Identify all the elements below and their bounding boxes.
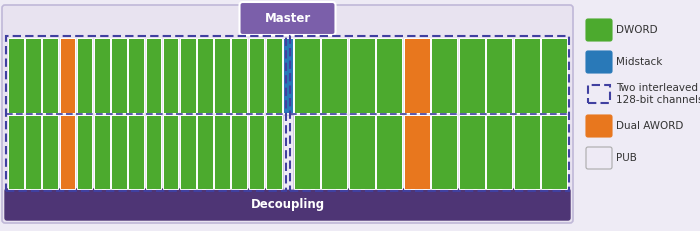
Bar (293, 38, 319, 112)
Bar (180, 115, 195, 189)
Bar (162, 115, 178, 189)
Bar (458, 115, 484, 189)
Bar (349, 38, 375, 112)
Bar (248, 115, 265, 189)
FancyBboxPatch shape (586, 147, 612, 169)
Bar (321, 38, 347, 112)
Bar (146, 115, 161, 189)
Bar (111, 38, 127, 112)
Text: Midstack: Midstack (616, 57, 662, 67)
Bar (232, 115, 247, 189)
Bar (588, 85, 610, 103)
FancyBboxPatch shape (586, 115, 612, 137)
Text: Master: Master (265, 12, 311, 25)
Bar (293, 115, 319, 189)
Bar (431, 38, 457, 112)
Bar (8, 38, 24, 112)
Bar (214, 38, 230, 112)
Bar (486, 115, 512, 189)
Bar (266, 38, 281, 112)
Bar (128, 38, 144, 112)
Bar (376, 115, 402, 189)
Bar (458, 38, 484, 112)
FancyBboxPatch shape (586, 19, 612, 41)
Bar (197, 115, 213, 189)
Bar (486, 38, 512, 112)
Bar (77, 38, 92, 112)
Bar (431, 115, 457, 189)
Bar (25, 115, 41, 189)
Bar (403, 115, 430, 189)
Bar (94, 38, 110, 112)
Bar (6, 36, 286, 191)
Bar (321, 115, 347, 189)
Bar (111, 115, 127, 189)
FancyBboxPatch shape (586, 51, 612, 73)
Bar (376, 38, 402, 112)
Bar (180, 38, 195, 112)
Bar (541, 38, 567, 112)
Bar (43, 115, 58, 189)
Bar (248, 38, 265, 112)
Bar (541, 115, 567, 189)
Text: Decoupling: Decoupling (251, 198, 325, 211)
FancyBboxPatch shape (5, 189, 570, 220)
Bar (162, 38, 178, 112)
Bar (349, 115, 375, 189)
Bar (128, 115, 144, 189)
Bar (77, 115, 92, 189)
Bar (232, 38, 247, 112)
Bar (197, 38, 213, 112)
Bar (25, 38, 41, 112)
Text: PUB: PUB (616, 153, 637, 163)
Bar (283, 115, 293, 189)
Bar (146, 38, 161, 112)
Text: Dual AWORD: Dual AWORD (616, 121, 683, 131)
Bar (8, 115, 24, 189)
Bar (266, 115, 281, 189)
FancyBboxPatch shape (2, 5, 573, 223)
FancyBboxPatch shape (239, 2, 335, 35)
Bar (60, 38, 76, 112)
Bar (514, 115, 540, 189)
Bar (60, 115, 76, 189)
Bar (403, 38, 430, 112)
Bar (290, 36, 569, 191)
Text: DWORD: DWORD (616, 25, 657, 35)
Bar (214, 115, 230, 189)
Bar (94, 115, 110, 189)
Bar (43, 38, 58, 112)
Text: Two interleaved
128-bit channels: Two interleaved 128-bit channels (616, 83, 700, 105)
Bar (283, 38, 293, 112)
Bar (514, 38, 540, 112)
